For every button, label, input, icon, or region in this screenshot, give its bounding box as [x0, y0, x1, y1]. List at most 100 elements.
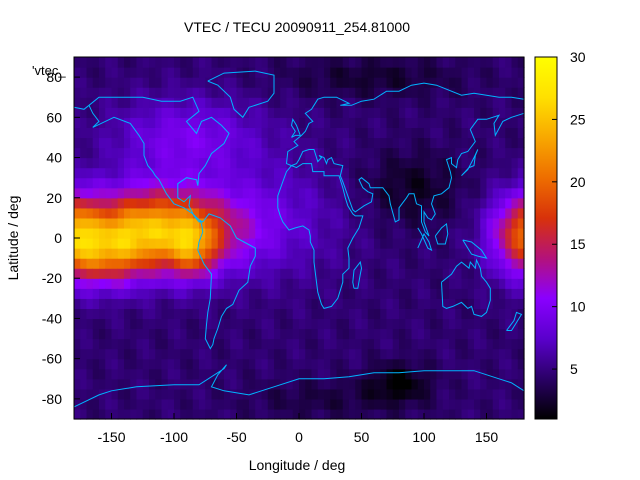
heatmap-cell — [430, 378, 438, 390]
heatmap-cell — [392, 127, 400, 139]
heatmap-cell — [199, 107, 206, 118]
heatmap-cell — [399, 378, 406, 390]
heatmap-cell — [180, 298, 188, 309]
heatmap-cell — [230, 177, 238, 189]
heatmap-cell — [392, 328, 400, 340]
heatmap-cell — [499, 238, 506, 249]
heatmap-cell — [142, 127, 150, 139]
heatmap-cell — [461, 207, 469, 219]
heatmap-cell — [505, 67, 513, 78]
heatmap-cell — [74, 408, 81, 420]
heatmap-cell — [424, 207, 431, 219]
heatmap-cell — [224, 207, 231, 219]
heatmap-cell — [280, 298, 288, 309]
heatmap-cell — [242, 67, 250, 78]
heatmap-cell — [192, 107, 200, 118]
heatmap-cell — [330, 328, 338, 340]
heatmap-cell — [236, 117, 244, 128]
heatmap-cell — [474, 288, 481, 299]
heatmap-cell — [467, 107, 475, 118]
heatmap-cell — [305, 368, 313, 380]
heatmap-cell — [230, 57, 238, 68]
heatmap-cell — [236, 408, 244, 420]
heatmap-cell — [455, 238, 463, 249]
heatmap-cell — [330, 348, 338, 360]
heatmap-cell — [461, 408, 469, 420]
heatmap-cell — [224, 248, 231, 259]
heatmap-cell — [317, 238, 325, 249]
heatmap-cell — [386, 117, 394, 128]
heatmap-cell — [336, 238, 344, 249]
heatmap-cell — [392, 348, 400, 360]
heatmap-cell — [411, 358, 419, 370]
heatmap-cell — [311, 298, 319, 309]
heatmap-cell — [199, 238, 206, 249]
heatmap-cell — [374, 87, 381, 98]
heatmap-cell — [355, 77, 363, 88]
heatmap-cell — [130, 278, 138, 289]
heatmap-cell — [367, 57, 375, 68]
heatmap-cell — [136, 77, 144, 88]
heatmap-cell — [124, 97, 131, 108]
heatmap-cell — [230, 298, 238, 309]
heatmap-cell — [155, 358, 163, 370]
heatmap-cell — [149, 258, 156, 269]
heatmap-cell — [242, 87, 250, 98]
heatmap-cell — [286, 177, 294, 189]
heatmap-cell — [511, 67, 519, 78]
heatmap-cell — [461, 378, 469, 390]
heatmap-cell — [211, 57, 219, 68]
heatmap-cell — [392, 147, 400, 159]
heatmap-cell — [174, 278, 181, 289]
heatmap-cell — [136, 57, 144, 68]
heatmap-cell — [74, 268, 81, 279]
heatmap-cell — [374, 137, 381, 149]
heatmap-cell — [192, 368, 200, 380]
heatmap-cell — [355, 117, 363, 128]
heatmap-cell — [342, 318, 350, 330]
coastline — [207, 70, 275, 119]
heatmap-cell — [205, 147, 213, 159]
heatmap-cell — [274, 348, 281, 360]
heatmap-cell — [324, 77, 331, 88]
heatmap-cell — [255, 77, 263, 88]
heatmap-cell — [92, 97, 100, 108]
heatmap-cell — [217, 398, 225, 410]
heatmap-cell — [280, 227, 288, 239]
heatmap-cell — [117, 328, 125, 340]
heatmap-cell — [205, 197, 213, 209]
heatmap-cell — [230, 87, 238, 98]
heatmap-cell — [324, 268, 331, 279]
heatmap-cell — [455, 388, 463, 400]
heatmap-cell — [324, 107, 331, 118]
coastline — [88, 96, 230, 223]
heatmap-cell — [511, 57, 519, 68]
heatmap-cell — [199, 268, 206, 279]
heatmap-cell — [299, 117, 306, 128]
heatmap-cell — [92, 227, 100, 239]
heatmap-cell — [205, 207, 213, 219]
heatmap-cell — [336, 167, 344, 179]
heatmap-cell — [336, 288, 344, 299]
heatmap-cell — [392, 288, 400, 299]
heatmap-cell — [205, 87, 213, 98]
heatmap-cell — [467, 117, 475, 128]
heatmap-cell — [199, 318, 206, 330]
heatmap-cell — [274, 207, 281, 219]
heatmap-cell — [267, 408, 275, 420]
heatmap-cell — [255, 288, 263, 299]
heatmap-cell — [505, 137, 513, 149]
heatmap-cell — [167, 177, 175, 189]
heatmap-cell — [380, 308, 388, 320]
heatmap-cell — [405, 137, 413, 149]
heatmap-cell — [517, 328, 525, 340]
heatmap-cell — [130, 197, 138, 209]
heatmap-cell — [386, 167, 394, 179]
heatmap-cell — [467, 288, 475, 299]
heatmap-cell — [374, 258, 381, 269]
heatmap-cell — [180, 57, 188, 68]
heatmap-cell — [242, 308, 250, 320]
heatmap-cell — [217, 147, 225, 159]
heatmap-cell — [236, 398, 244, 410]
heatmap-cell — [174, 298, 181, 309]
